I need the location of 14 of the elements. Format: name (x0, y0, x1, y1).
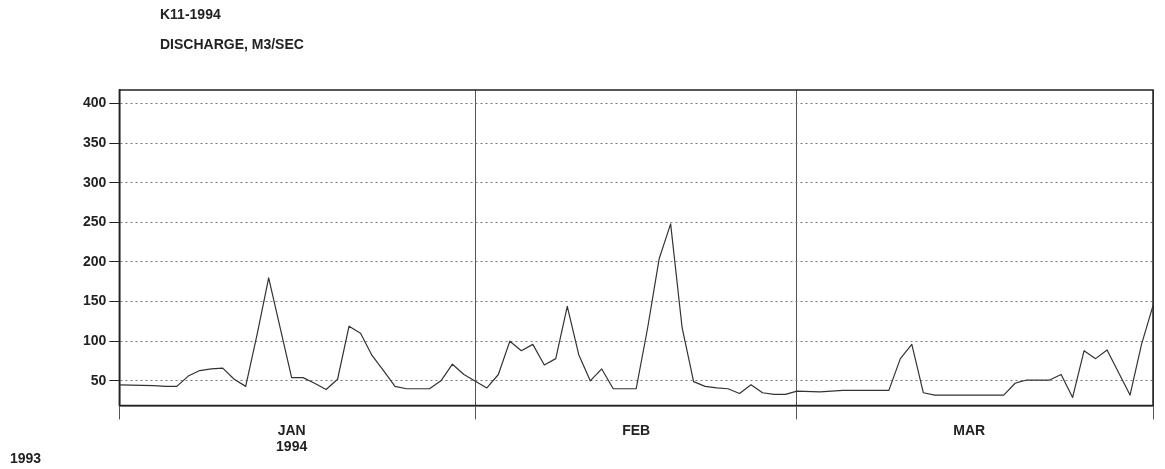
y-tick-label: 100 (83, 332, 107, 349)
text: 1993 (10, 450, 42, 467)
y-tick-label: 250 (83, 213, 107, 230)
chart-subtitle: DISCHARGE, M3/SEC (160, 35, 304, 52)
y-tick-label: 150 (83, 292, 107, 309)
y-tick-label: 400 (83, 94, 107, 111)
chart-title: K11-1994 (160, 5, 221, 22)
x-tick-label: FEB (622, 421, 651, 438)
y-tick-label: 200 (83, 252, 107, 269)
y-tick-label: 350 (83, 133, 107, 150)
y-tick-label: 50 (90, 371, 107, 388)
x-tick-label: MAR (953, 421, 986, 438)
y-tick-label: 300 (83, 173, 107, 190)
x-tick-label: JAN 1994 (276, 421, 308, 455)
